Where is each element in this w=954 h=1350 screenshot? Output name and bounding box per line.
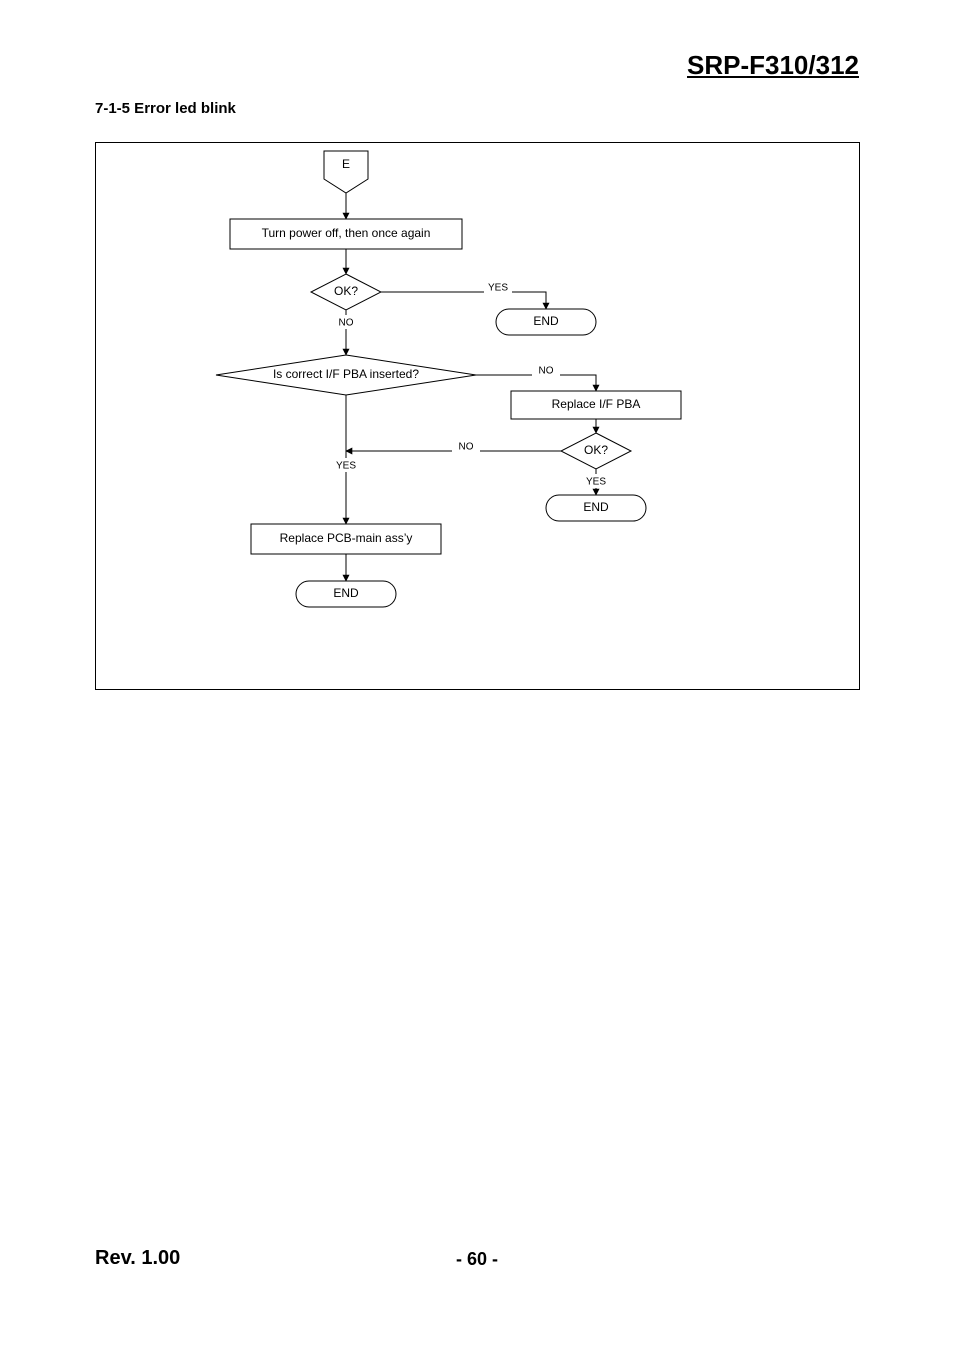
flow-node-label: E <box>342 157 350 171</box>
flow-edge-label: YES <box>336 461 356 472</box>
flow-node-label: Turn power off, then once again <box>262 226 431 240</box>
flow-edge-label: NO <box>459 442 474 453</box>
flow-node-label: END <box>333 586 359 600</box>
flow-edge <box>476 375 596 391</box>
flow-node-label: END <box>533 314 559 328</box>
flow-edge-label: NO <box>339 318 354 329</box>
flow-node-label: OK? <box>334 284 358 298</box>
flow-node-p1: Turn power off, then once again <box>230 219 462 249</box>
section-title: 7-1-5 Error led blink <box>95 100 236 117</box>
flow-node-start: E <box>324 151 368 193</box>
document-header-title: SRP-F310/312 <box>687 50 859 81</box>
flow-node-d1: OK? <box>311 274 381 310</box>
footer-page-number: - 60 - <box>0 1249 954 1270</box>
flow-node-label: Replace I/F PBA <box>552 397 641 411</box>
flow-node-end3: END <box>296 581 396 607</box>
flow-node-p2: Replace I/F PBA <box>511 391 681 419</box>
flow-node-p3: Replace PCB-main ass’y <box>251 524 441 554</box>
flow-node-d2: Is correct I/F PBA inserted? <box>216 355 476 395</box>
flow-node-end2: END <box>546 495 646 521</box>
flow-edge <box>381 292 546 309</box>
flowchart-frame: YES NO NO NO YES YES E Turn power off, then onc… <box>95 142 860 690</box>
flow-node-label: Is correct I/F PBA inserted? <box>273 367 419 381</box>
flow-node-label: Replace PCB-main ass’y <box>280 531 413 545</box>
flowchart-svg: YES NO NO NO YES YES E Turn power off, then onc… <box>96 143 859 689</box>
flow-node-label: END <box>583 500 609 514</box>
flow-node-end1: END <box>496 309 596 335</box>
page: SRP-F310/312 7-1-5 Error led blink YES NO… <box>0 0 954 1350</box>
flow-node-label: OK? <box>584 443 608 457</box>
flow-edge-label: YES <box>586 477 606 488</box>
flow-edge-label: YES <box>488 283 508 294</box>
flow-node-d3: OK? <box>561 433 631 469</box>
flow-edge-label: NO <box>539 366 554 377</box>
